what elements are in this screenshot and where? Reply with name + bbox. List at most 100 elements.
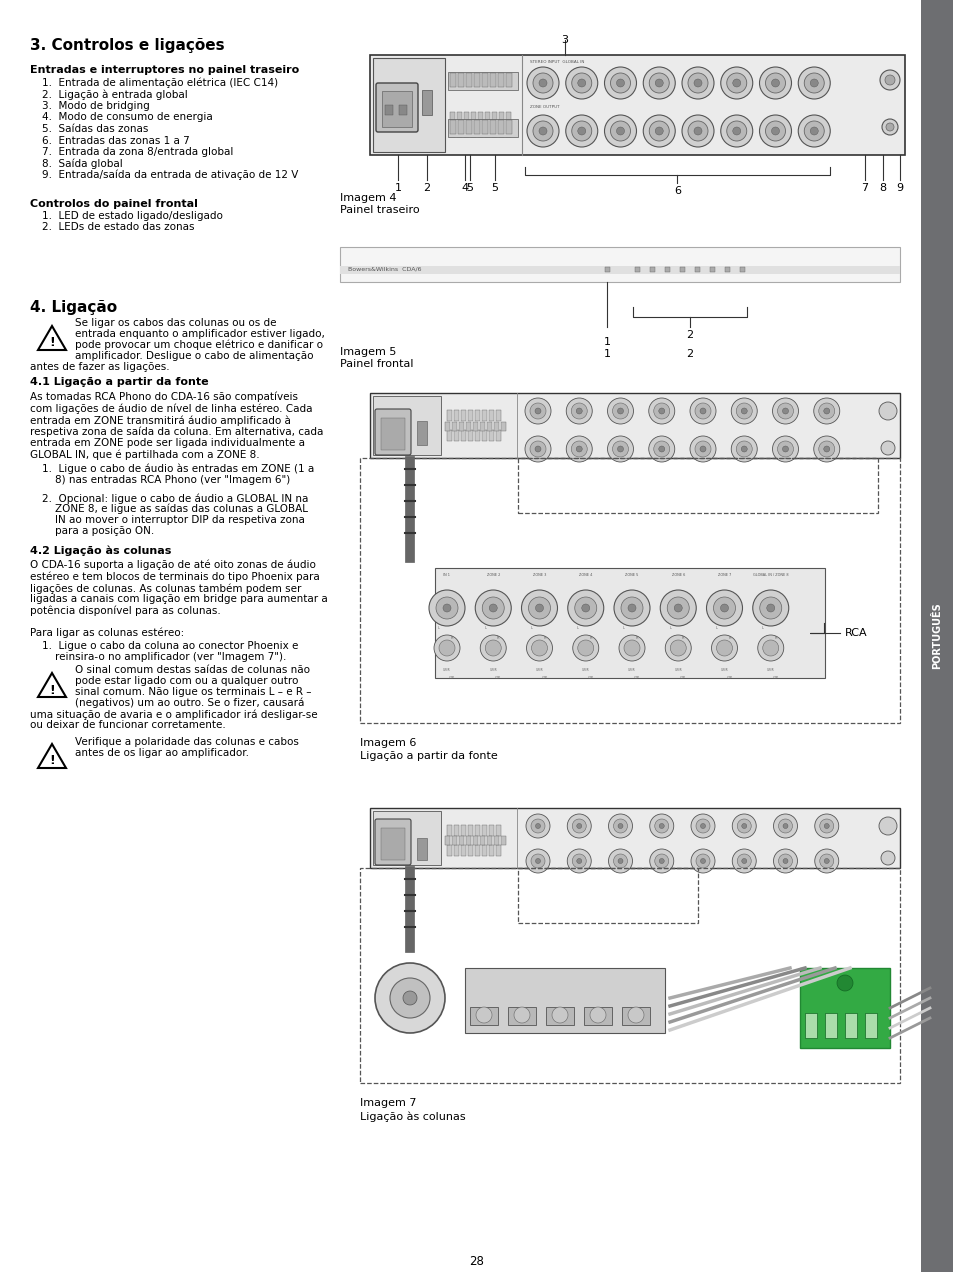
- Bar: [479, 836, 484, 845]
- Text: 5: 5: [466, 183, 473, 193]
- Text: pode estar ligado com ou a qualquer outro: pode estar ligado com ou a qualquer outr…: [75, 675, 298, 686]
- Text: Painel traseiro: Painel traseiro: [339, 205, 419, 215]
- Bar: [468, 826, 473, 836]
- Circle shape: [614, 590, 649, 626]
- Circle shape: [818, 441, 834, 457]
- Circle shape: [402, 991, 416, 1005]
- Circle shape: [617, 446, 623, 452]
- Text: para a posição ON.: para a posição ON.: [42, 527, 154, 536]
- Circle shape: [610, 121, 630, 141]
- Circle shape: [566, 398, 592, 424]
- Text: Bowers&Wilkins  CDA/6: Bowers&Wilkins CDA/6: [348, 267, 421, 271]
- Circle shape: [604, 114, 636, 148]
- Text: L: L: [530, 626, 532, 630]
- Bar: [457, 73, 463, 86]
- Circle shape: [535, 446, 540, 452]
- Circle shape: [535, 823, 540, 828]
- Bar: [416, 421, 427, 445]
- Text: G,R/R: G,R/R: [581, 668, 589, 672]
- Bar: [604, 267, 609, 272]
- Bar: [824, 1013, 836, 1038]
- Circle shape: [531, 640, 547, 656]
- Bar: [447, 826, 452, 836]
- Bar: [450, 120, 456, 134]
- Circle shape: [782, 859, 787, 864]
- Circle shape: [772, 398, 798, 424]
- Bar: [416, 838, 427, 860]
- Circle shape: [613, 854, 627, 868]
- Text: 3.  Modo de bridging: 3. Modo de bridging: [42, 100, 150, 111]
- Bar: [460, 430, 465, 441]
- Circle shape: [882, 120, 897, 135]
- Text: Controlos do painel frontal: Controlos do painel frontal: [30, 198, 197, 209]
- FancyBboxPatch shape: [375, 410, 411, 455]
- Circle shape: [689, 398, 716, 424]
- Circle shape: [649, 73, 669, 93]
- Bar: [370, 808, 899, 868]
- Bar: [507, 1007, 536, 1025]
- Bar: [475, 410, 479, 421]
- Circle shape: [819, 819, 833, 833]
- Circle shape: [737, 854, 750, 868]
- Circle shape: [659, 446, 664, 452]
- Text: G,R/R: G,R/R: [489, 668, 497, 672]
- Circle shape: [578, 127, 585, 135]
- Text: 4.2 Ligação às colunas: 4.2 Ligação às colunas: [30, 544, 172, 556]
- Circle shape: [577, 823, 581, 828]
- Circle shape: [737, 819, 750, 833]
- Bar: [804, 1013, 816, 1038]
- Circle shape: [476, 1007, 492, 1023]
- Bar: [465, 73, 472, 86]
- Bar: [505, 73, 512, 86]
- Bar: [454, 826, 458, 836]
- Circle shape: [781, 408, 788, 413]
- Bar: [474, 120, 479, 134]
- Bar: [359, 458, 899, 722]
- Text: L: L: [715, 626, 717, 630]
- Circle shape: [771, 79, 779, 86]
- Text: 2.  Ligação à entrada global: 2. Ligação à entrada global: [42, 89, 188, 100]
- Bar: [468, 845, 473, 856]
- Bar: [474, 73, 479, 86]
- Text: pode provocar um choque elétrico e danificar o: pode provocar um choque elétrico e danif…: [75, 340, 323, 351]
- Text: ZONE 7: ZONE 7: [717, 572, 730, 577]
- Text: 1.  Entrada de alimentação elétrica (IEC C14): 1. Entrada de alimentação elétrica (IEC …: [42, 78, 278, 89]
- Text: R: R: [497, 636, 499, 640]
- Circle shape: [732, 848, 756, 873]
- Circle shape: [576, 446, 581, 452]
- Text: estéreo e tem blocos de terminais do tipo Phoenix para: estéreo e tem blocos de terminais do tip…: [30, 571, 319, 583]
- Circle shape: [700, 859, 705, 864]
- Circle shape: [436, 597, 457, 619]
- Circle shape: [766, 604, 774, 612]
- Bar: [489, 826, 494, 836]
- Text: !: !: [49, 754, 55, 767]
- Circle shape: [607, 398, 633, 424]
- Text: Imagem 4: Imagem 4: [339, 193, 396, 204]
- Text: Imagem 6: Imagem 6: [359, 738, 416, 748]
- Circle shape: [489, 604, 497, 612]
- Circle shape: [681, 67, 713, 99]
- Circle shape: [618, 635, 644, 661]
- Circle shape: [526, 635, 552, 661]
- Circle shape: [759, 67, 791, 99]
- Bar: [398, 106, 407, 114]
- Bar: [489, 845, 494, 856]
- Circle shape: [612, 403, 628, 418]
- Circle shape: [479, 635, 506, 661]
- Circle shape: [823, 823, 828, 828]
- Circle shape: [528, 597, 550, 619]
- Circle shape: [659, 590, 696, 626]
- Circle shape: [530, 403, 545, 418]
- Bar: [448, 73, 517, 90]
- Bar: [370, 55, 904, 155]
- Bar: [450, 73, 456, 86]
- Text: 2: 2: [423, 183, 430, 193]
- Text: 6.  Entradas das zonas 1 a 7: 6. Entradas das zonas 1 a 7: [42, 136, 190, 145]
- Text: G/P: G/P: [726, 675, 732, 681]
- Circle shape: [618, 823, 622, 828]
- Circle shape: [578, 79, 585, 86]
- Text: ou deixar de funcionar corretamente.: ou deixar de funcionar corretamente.: [30, 720, 226, 730]
- Circle shape: [608, 848, 632, 873]
- Text: 2: 2: [686, 349, 693, 359]
- Circle shape: [571, 73, 591, 93]
